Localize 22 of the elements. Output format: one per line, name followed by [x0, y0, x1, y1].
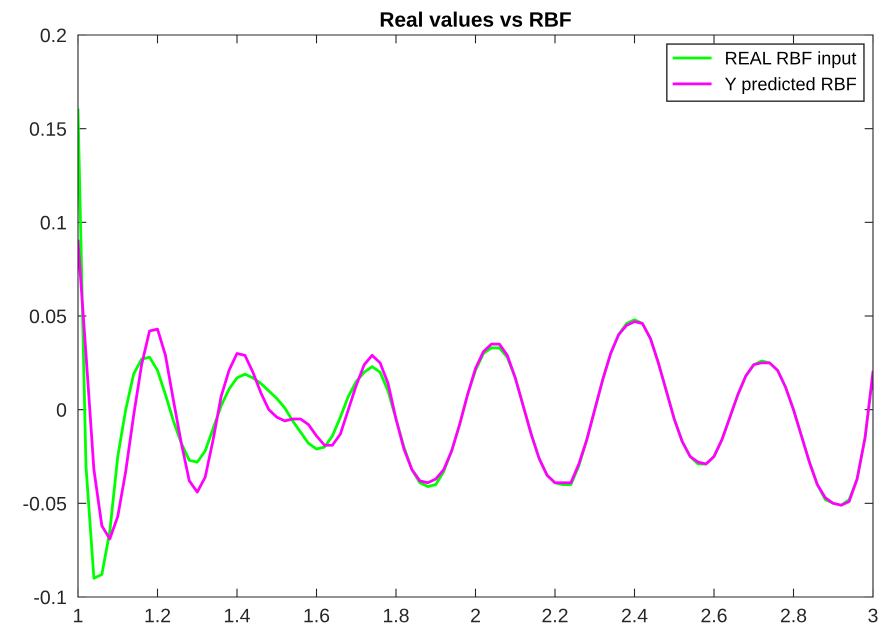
- x-tick-label: 1: [74, 608, 82, 622]
- x-tick-label: 1.8: [384, 608, 409, 622]
- x-tick-label: 2.6: [701, 608, 727, 622]
- line-series: [78, 240, 873, 540]
- x-tick-label: 1.2: [145, 608, 170, 622]
- x-tick-label: 3: [868, 608, 878, 622]
- x-tick-label: 2.8: [780, 608, 806, 622]
- x-tick-label: 2: [471, 608, 480, 622]
- y-tick-label: 0.1: [40, 216, 66, 230]
- x-tick-label: 1.6: [304, 608, 330, 622]
- x-tick-label: 2.4: [622, 608, 648, 622]
- x-tick-label: 2.2: [542, 608, 568, 622]
- y-tick-label: 0.05: [30, 309, 66, 324]
- chart-title: Real values vs RBF: [380, 12, 571, 27]
- y-tick-label: 0.2: [40, 28, 66, 42]
- y-tick-label: -0.05: [23, 496, 66, 511]
- legend-label: Y predicted RBF: [725, 77, 856, 94]
- x-tick-label: 1.4: [224, 608, 250, 622]
- y-tick-label: 0.15: [30, 122, 66, 136]
- y-tick-label: 0: [56, 403, 66, 417]
- legend-label: REAL RBF input: [726, 51, 856, 68]
- y-tick-label: -0.1: [34, 590, 66, 604]
